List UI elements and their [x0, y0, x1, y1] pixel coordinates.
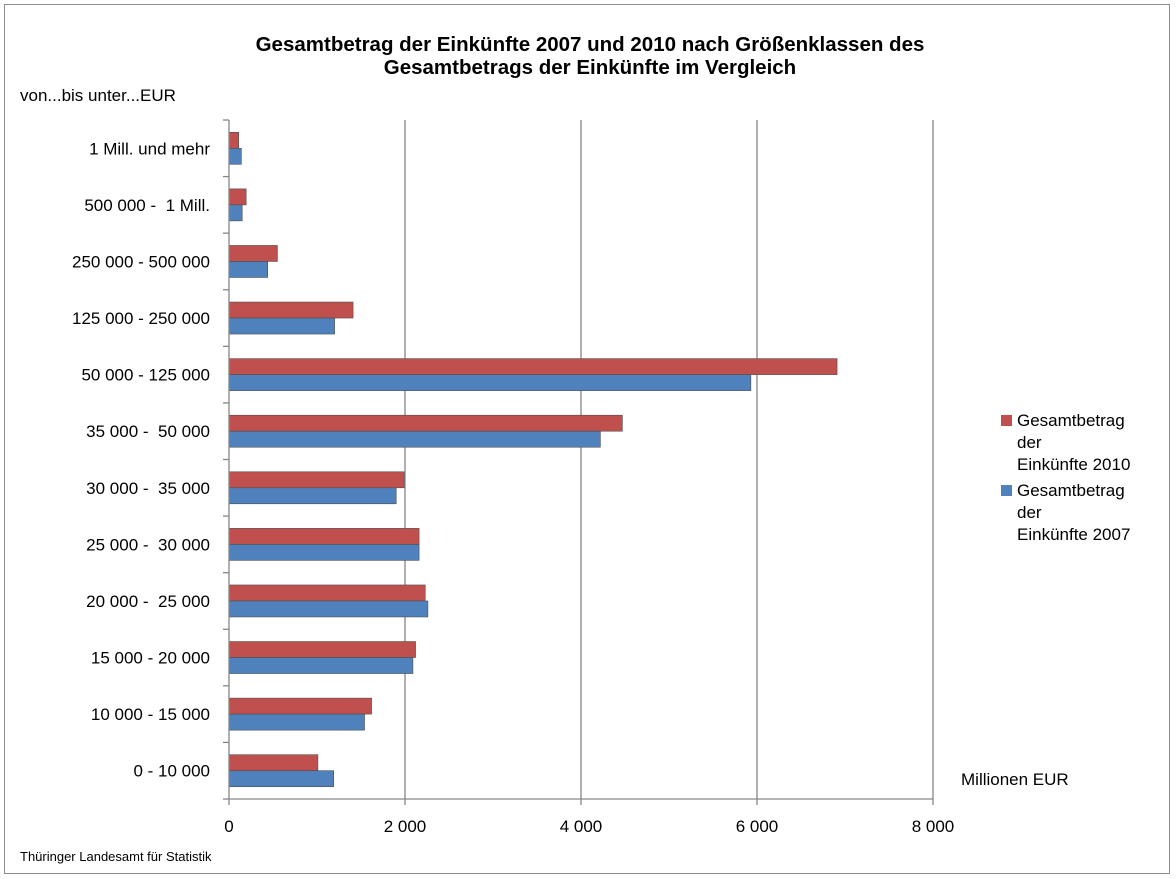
- bar-2007-10: [228, 713, 365, 731]
- legend-item-2010: Gesamtbetrag der Einkünfte 2010: [1001, 410, 1171, 476]
- x-tick-label-4: 8 000: [912, 817, 955, 836]
- bar-2007-8: [228, 600, 429, 618]
- legend-item-2007: Gesamtbetrag der Einkünfte 2007: [1001, 480, 1171, 546]
- legend-swatch-2010: [1001, 415, 1012, 426]
- chart-title-line-1: Gesamtbetrag der Einkünfte 2007 und 2010…: [255, 33, 925, 56]
- y-tick-label-11: 0 - 10 000: [133, 762, 210, 781]
- x-axis-unit-label: Millionen EUR: [961, 770, 1069, 789]
- bar-2007-7: [228, 544, 420, 561]
- y-axis-unit-label: von...bis unter...EUR: [20, 86, 176, 105]
- bar-2007-1: [228, 204, 243, 222]
- y-tick-label-0: 1 Mill. und mehr: [89, 139, 210, 158]
- bar-2007-6: [228, 487, 397, 505]
- bar-2010-4: [228, 358, 838, 375]
- y-tick-label-5: 35 000 - 50 000: [86, 422, 210, 441]
- x-tick-label-0: 0: [224, 817, 233, 836]
- x-tick-label-1: 2 000: [384, 817, 427, 836]
- bar-2010-8: [228, 584, 426, 602]
- bar-2010-5: [228, 414, 623, 432]
- chart-frame: [4, 4, 1170, 874]
- y-tick-label-6: 30 000 - 35 000: [86, 479, 210, 498]
- bar-2007-5: [228, 430, 601, 448]
- y-tick-label-1: 500 000 - 1 Mill.: [84, 196, 210, 215]
- y-tick-label-3: 125 000 - 250 000: [72, 309, 210, 328]
- y-tick-label-2: 250 000 - 500 000: [72, 252, 210, 271]
- chart-title: Gesamtbetrag der Einkünfte 2007 und 2010…: [90, 33, 1090, 79]
- y-tick-label-10: 10 000 - 15 000: [91, 705, 210, 724]
- bar-2007-11: [228, 770, 335, 788]
- bar-2010-9: [228, 641, 416, 658]
- bar-2010-10: [228, 697, 372, 715]
- y-tick-label-9: 15 000 - 20 000: [91, 649, 210, 668]
- bar-2010-3: [228, 301, 354, 319]
- bar-2010-2: [228, 245, 278, 262]
- bar-2007-0: [228, 147, 242, 165]
- legend: Gesamtbetrag der Einkünfte 2010 Gesamtbe…: [1001, 410, 1171, 550]
- legend-label-2007: Gesamtbetrag der Einkünfte 2007: [1017, 481, 1131, 544]
- bar-2010-7: [228, 528, 420, 545]
- source-note: Thüringer Landesamt für Statistik: [20, 849, 212, 864]
- bar-2007-4: [228, 374, 752, 391]
- bar-2010-11: [228, 754, 319, 772]
- legend-swatch-2007: [1001, 485, 1012, 496]
- y-tick-label-7: 25 000 - 30 000: [86, 535, 210, 554]
- y-tick-label-8: 20 000 - 25 000: [86, 592, 210, 611]
- bar-2007-2: [228, 261, 269, 278]
- bar-2007-9: [228, 657, 414, 674]
- chart-title-line-2: Gesamtbetrags der Einkünfte im Vergleich: [383, 56, 797, 79]
- y-tick-label-4: 50 000 - 125 000: [81, 366, 210, 385]
- bar-2010-1: [228, 188, 247, 206]
- x-tick-label-3: 6 000: [736, 817, 779, 836]
- bar-2010-0: [228, 131, 239, 149]
- bar-2007-3: [228, 317, 335, 335]
- bar-2010-6: [228, 471, 405, 489]
- legend-label-2010: Gesamtbetrag der Einkünfte 2010: [1017, 411, 1131, 474]
- x-tick-label-2: 4 000: [560, 817, 603, 836]
